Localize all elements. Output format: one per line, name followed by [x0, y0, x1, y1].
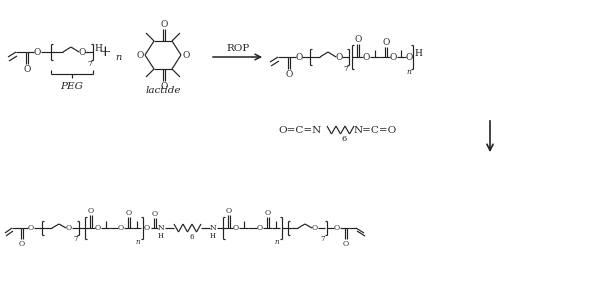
- Text: H: H: [210, 232, 216, 240]
- Text: O: O: [152, 210, 158, 218]
- Text: n: n: [136, 238, 140, 246]
- Text: O: O: [362, 53, 370, 61]
- Text: 7: 7: [344, 65, 349, 73]
- Text: O: O: [343, 240, 349, 248]
- Text: O: O: [312, 224, 318, 232]
- Text: n: n: [115, 53, 121, 61]
- Text: O: O: [265, 209, 271, 217]
- Text: PEG: PEG: [61, 81, 83, 91]
- Text: O: O: [144, 224, 150, 232]
- Text: O: O: [34, 48, 41, 56]
- Text: O: O: [19, 240, 25, 248]
- Text: 6: 6: [341, 135, 347, 143]
- Text: O: O: [160, 19, 167, 29]
- Text: O: O: [389, 53, 397, 61]
- Text: O: O: [118, 224, 124, 232]
- Text: 7: 7: [321, 235, 325, 243]
- Text: H: H: [158, 232, 164, 240]
- Text: O: O: [160, 81, 167, 91]
- Text: O: O: [66, 224, 72, 232]
- Text: O: O: [355, 34, 362, 44]
- Text: O: O: [88, 207, 94, 215]
- Text: O: O: [126, 209, 132, 217]
- Text: N: N: [158, 224, 164, 232]
- Text: O: O: [233, 224, 239, 232]
- Text: O: O: [295, 53, 302, 61]
- Text: n: n: [407, 68, 412, 76]
- Text: H: H: [94, 44, 102, 53]
- Text: H: H: [414, 49, 422, 58]
- Text: 6: 6: [190, 233, 194, 241]
- Text: O: O: [335, 53, 343, 61]
- Text: 7: 7: [74, 235, 78, 243]
- Text: N: N: [209, 224, 217, 232]
- Text: N=C=O: N=C=O: [354, 126, 397, 134]
- Text: O: O: [28, 224, 34, 232]
- Text: O: O: [382, 38, 389, 46]
- Text: lactide: lactide: [145, 86, 181, 94]
- Text: O=C=N: O=C=N: [279, 126, 322, 134]
- Text: O: O: [79, 48, 86, 56]
- Text: 7: 7: [88, 60, 92, 68]
- Text: O: O: [334, 224, 340, 232]
- Text: O: O: [226, 207, 232, 215]
- Text: O: O: [136, 51, 143, 59]
- Text: +: +: [98, 45, 112, 59]
- Text: O: O: [182, 51, 190, 59]
- Text: O: O: [23, 64, 31, 74]
- Text: n: n: [275, 238, 279, 246]
- Text: O: O: [406, 53, 413, 61]
- Text: O: O: [257, 224, 263, 232]
- Text: O: O: [286, 69, 293, 78]
- Text: O: O: [95, 224, 101, 232]
- Text: ROP: ROP: [226, 44, 250, 53]
